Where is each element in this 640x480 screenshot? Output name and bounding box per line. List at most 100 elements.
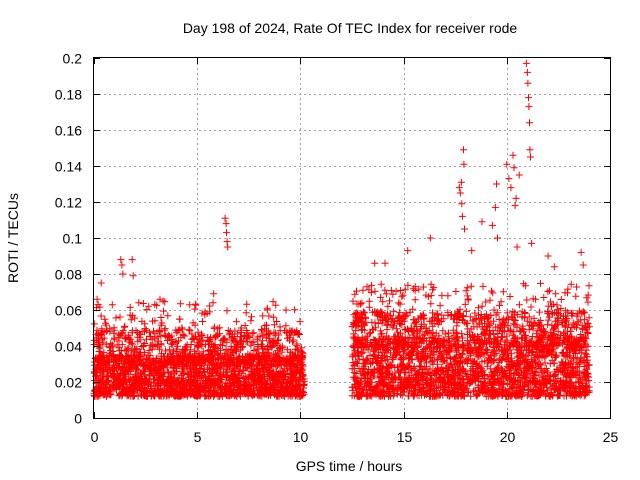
data-point (179, 330, 187, 338)
data-point (141, 340, 149, 347)
data-point (109, 372, 117, 380)
data-point (90, 320, 98, 328)
data-point (193, 364, 201, 372)
data-point (272, 301, 280, 309)
data-point (176, 315, 184, 323)
data-point (164, 337, 171, 344)
data-point (127, 339, 135, 347)
data-point (278, 348, 286, 356)
data-point (263, 304, 271, 312)
data-point (136, 330, 144, 338)
data-point (157, 321, 165, 329)
data-point (288, 338, 296, 346)
data-point (145, 381, 153, 389)
data-point (229, 365, 237, 373)
data-point (265, 355, 273, 363)
data-point (157, 314, 165, 321)
data-point (291, 345, 299, 353)
data-point (151, 300, 159, 308)
chart-title: Day 198 of 2024, Rate Of TEC Index for r… (183, 20, 518, 36)
data-point (277, 382, 285, 390)
data-point (151, 317, 159, 325)
data-point (258, 327, 266, 335)
data-point (132, 346, 140, 354)
data-point (97, 312, 105, 320)
data-point (138, 342, 146, 350)
data-point (296, 331, 304, 338)
data-point (291, 306, 299, 314)
data-point (93, 326, 101, 334)
data-point (149, 371, 157, 379)
data-point (241, 322, 249, 329)
data-point (162, 333, 170, 340)
data-point (269, 298, 277, 306)
data-point (133, 345, 141, 353)
data-point (229, 349, 237, 356)
data-point (110, 371, 118, 379)
data-point (174, 342, 181, 350)
data-point (221, 336, 229, 344)
data-point (135, 299, 143, 307)
data-point (169, 339, 177, 347)
data-point (196, 365, 204, 373)
data-point (197, 337, 205, 345)
data-point (204, 361, 212, 369)
data-point (248, 313, 255, 321)
data-point (167, 340, 175, 348)
data-point (160, 307, 168, 315)
data-point (273, 318, 281, 325)
data-point (142, 355, 150, 363)
data-point (297, 344, 305, 352)
data-point (199, 318, 206, 325)
data-point (243, 300, 251, 308)
data-point (119, 327, 127, 335)
data-point (176, 300, 184, 308)
data-point (298, 366, 305, 374)
data-point (129, 340, 136, 348)
data-point (183, 341, 191, 349)
x-axis-label: GPS time / hours (296, 458, 403, 474)
data-point (206, 335, 214, 343)
data-point (148, 345, 156, 353)
data-point (195, 349, 203, 357)
data-point (259, 312, 267, 320)
data-point (108, 301, 116, 309)
data-point (293, 342, 301, 350)
data-point (156, 326, 163, 334)
data-point (145, 328, 153, 336)
data-point (137, 356, 145, 364)
data-point (231, 327, 239, 335)
data-point (102, 321, 110, 329)
data-point (161, 325, 169, 333)
data-point (116, 313, 124, 321)
data-points (90, 59, 593, 400)
data-point (276, 323, 284, 331)
data-point (265, 337, 273, 345)
data-point (191, 347, 199, 355)
data-point (115, 337, 123, 345)
data-point (126, 303, 134, 311)
data-point (115, 330, 123, 338)
data-point (192, 301, 200, 309)
data-point (237, 333, 244, 341)
data-point (259, 337, 266, 345)
data-point (127, 347, 135, 355)
data-point (149, 342, 157, 350)
data-point (98, 335, 106, 343)
data-point (250, 346, 258, 354)
data-point (282, 322, 290, 330)
data-point (199, 336, 207, 344)
data-point (248, 339, 256, 347)
data-point (223, 307, 231, 315)
data-point (261, 322, 269, 330)
data-point (296, 318, 304, 326)
data-point (161, 298, 169, 306)
data-point (248, 329, 256, 337)
y-axis-label: ROTI / TECUs (5, 193, 21, 283)
data-point (101, 315, 109, 323)
data-point (230, 337, 238, 345)
data-point (166, 346, 174, 354)
data-point (191, 305, 199, 313)
